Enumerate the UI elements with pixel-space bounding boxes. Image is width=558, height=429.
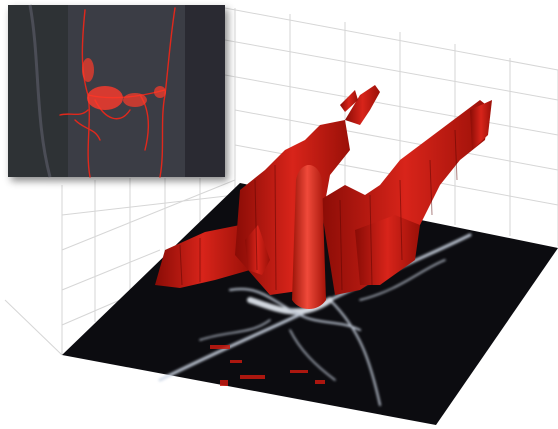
central-spike [292, 165, 326, 309]
page [0, 0, 558, 429]
scene [0, 0, 558, 429]
